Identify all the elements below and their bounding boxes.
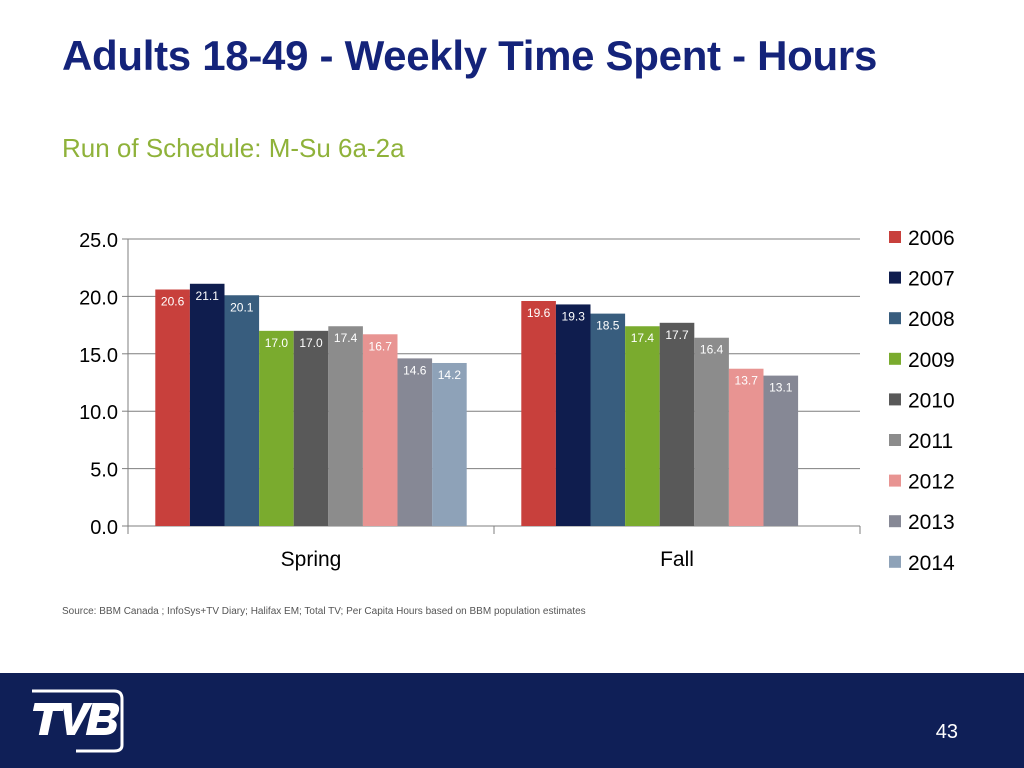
data-label: 14.6: [403, 363, 427, 377]
chart-legend: 2006 2007 2008 2009 2010 2011 2012 2013 2014: [889, 227, 955, 575]
bar-2014-spring: [432, 362, 467, 526]
chart-data-labels: 20.6 21.1 20.1 17.0 17.0 17.4 16.7 14.6 14.2 19.6…: [161, 289, 793, 395]
bar-2008-fall: [590, 313, 626, 526]
bar-2011-spring: [328, 326, 363, 526]
y-tick-label: 25.0: [79, 230, 118, 252]
data-label: 13.1: [769, 381, 793, 395]
bar-2006-spring: [155, 289, 190, 526]
data-label: 17.4: [334, 331, 358, 345]
data-label: 19.6: [527, 306, 551, 320]
legend-label: 2008: [908, 308, 955, 331]
bar-2010-spring: [293, 330, 329, 526]
data-label: 14.2: [438, 368, 462, 382]
bar-2007-fall: [555, 304, 591, 526]
data-label: 17.0: [265, 336, 289, 350]
bar-2010-fall: [659, 322, 695, 526]
legend-swatch: [889, 271, 901, 284]
data-label: 19.3: [562, 309, 586, 323]
bar-2009-spring: [259, 330, 294, 526]
chart-axes: 0.0 5.0 10.0 15.0 20.0 25.0 Spring Fall: [79, 230, 861, 571]
legend-label: 2007: [908, 268, 955, 291]
legend-swatch: [889, 312, 901, 325]
data-label: 17.4: [631, 331, 655, 345]
y-tick-label: 0.0: [90, 517, 118, 539]
data-label: 21.1: [196, 289, 220, 303]
data-label: 20.1: [230, 300, 254, 314]
x-category-label: Spring: [281, 548, 342, 571]
data-label: 18.5: [596, 319, 620, 333]
chart-bars: [155, 283, 799, 526]
bar-2008-spring: [224, 295, 260, 526]
legend-swatch: [889, 393, 901, 406]
legend-label: 2006: [908, 227, 955, 250]
legend-label: 2010: [908, 389, 955, 412]
data-label: 16.4: [700, 343, 724, 357]
x-category-label: Fall: [660, 548, 694, 571]
bar-2007-spring: [189, 283, 225, 526]
y-tick-label: 10.0: [79, 402, 118, 424]
legend-label: 2014: [908, 552, 955, 575]
bar-2009-fall: [625, 326, 660, 526]
bar-2013-spring: [397, 358, 433, 526]
y-tick-label: 20.0: [79, 287, 118, 309]
legend-swatch: [889, 231, 901, 243]
slide-title: Adults 18-49 - Weekly Time Spent - Hours: [62, 32, 877, 79]
bar-chart: 0.0 5.0 10.0 15.0 20.0 25.0 Spring Fall 20.6 21.…: [79, 227, 955, 575]
bar-2011-fall: [694, 337, 729, 526]
bar-2012-fall: [728, 368, 764, 526]
legend-label: 2011: [908, 430, 953, 453]
legend-swatch: [889, 434, 901, 446]
legend-swatch: [889, 515, 901, 528]
bar-2006-fall: [521, 300, 556, 526]
source-note: Source: BBM Canada ; InfoSys+TV Diary; H…: [62, 606, 586, 617]
legend-swatch: [889, 474, 901, 487]
bar-2012-spring: [362, 334, 398, 526]
data-label: 17.0: [299, 336, 323, 350]
legend-swatch: [889, 352, 901, 365]
legend-label: 2013: [908, 511, 955, 534]
legend-label: 2012: [908, 471, 955, 494]
legend-label: 2009: [908, 349, 955, 372]
data-label: 20.6: [161, 295, 185, 309]
slide-subtitle: Run of Schedule: M-Su 6a-2a: [62, 133, 405, 163]
y-tick-label: 5.0: [90, 460, 118, 482]
footer-bar: 43: [0, 673, 1024, 768]
tvb-logo: [32, 689, 124, 753]
y-tick-label: 15.0: [79, 345, 118, 367]
data-label: 17.7: [665, 328, 689, 342]
data-label: 13.7: [735, 374, 759, 388]
legend-swatch: [889, 555, 901, 568]
data-label: 16.7: [369, 339, 393, 353]
bar-2013-fall: [763, 375, 799, 526]
page-number: 43: [935, 721, 958, 743]
